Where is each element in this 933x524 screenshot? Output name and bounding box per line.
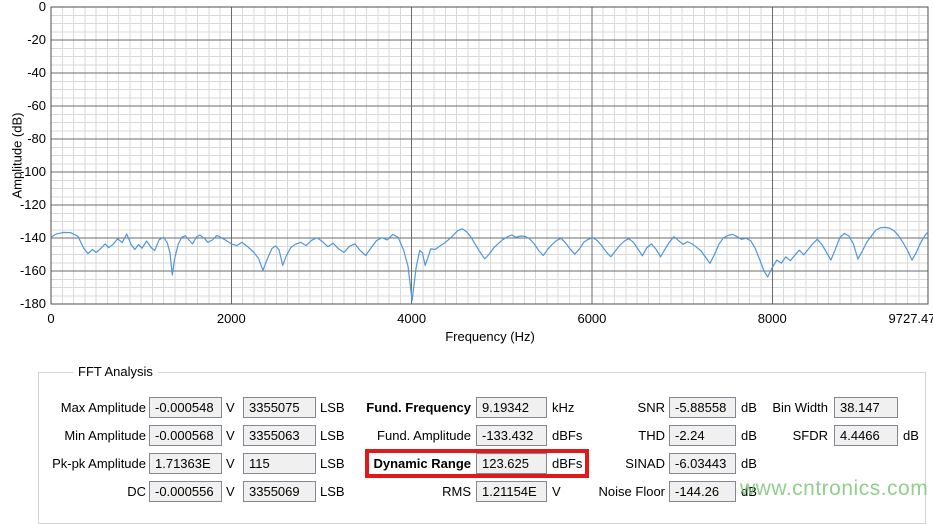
noise-floor-value-field[interactable]: -144.26 bbox=[669, 481, 736, 502]
dc-label: DC bbox=[0, 481, 146, 502]
x-tick-label: 9727.47 bbox=[889, 311, 933, 326]
x-tick-label: 8000 bbox=[758, 311, 787, 326]
y-tick-label: -80 bbox=[6, 131, 46, 146]
pk-pk-amplitude-label: Pk-pk Amplitude bbox=[0, 453, 146, 474]
grid-minor bbox=[51, 7, 928, 304]
y-tick-label: -40 bbox=[6, 65, 46, 80]
min-amplitude-label: Min Amplitude bbox=[0, 425, 146, 446]
y-tick-label: -120 bbox=[6, 197, 46, 212]
x-tick-label: 2000 bbox=[217, 311, 246, 326]
sinad-label: SINAD bbox=[405, 453, 665, 474]
x-tick-label: 6000 bbox=[577, 311, 606, 326]
y-tick-label: -160 bbox=[6, 263, 46, 278]
y-tick-label: -180 bbox=[6, 296, 46, 311]
max-amplitude-label: Max Amplitude bbox=[0, 397, 146, 418]
x-axis-title: Frequency (Hz) bbox=[380, 329, 600, 344]
noise-floor-unit: dB bbox=[741, 481, 757, 502]
y-axis-title: Amplitude (dB) bbox=[10, 108, 25, 204]
sfdr-unit: dB bbox=[903, 425, 919, 446]
y-tick-label: -140 bbox=[6, 230, 46, 245]
bin-width-label: Bin Width bbox=[568, 397, 828, 418]
fft-graph[interactable]: Amplitude (dB) Frequency (Hz) 0 -20 -40 -60… bbox=[0, 0, 933, 350]
y-tick-label: 0 bbox=[6, 0, 46, 14]
y-tick-label: -60 bbox=[6, 98, 46, 113]
sfdr-label: SFDR bbox=[568, 425, 828, 446]
x-tick-label: 4000 bbox=[397, 311, 426, 326]
sinad-value-field[interactable]: -6.03443 bbox=[669, 453, 736, 474]
sinad-unit: dB bbox=[741, 453, 757, 474]
x-tick-label: 0 bbox=[47, 311, 54, 326]
sfdr-value-field[interactable]: 4.4466 bbox=[834, 425, 898, 446]
y-tick-label: -100 bbox=[6, 164, 46, 179]
y-tick-label: -20 bbox=[6, 32, 46, 47]
bin-width-value-field[interactable]: 38.147 bbox=[834, 397, 898, 418]
noise-floor-label: Noise Floor bbox=[405, 481, 665, 502]
fft-analyzer-window: Amplitude (dB) Frequency (Hz) 0 -20 -40 -60… bbox=[0, 0, 933, 507]
fft-plot-area[interactable] bbox=[0, 0, 933, 350]
fft-analysis-panel-title: FFT Analysis bbox=[73, 364, 158, 379]
